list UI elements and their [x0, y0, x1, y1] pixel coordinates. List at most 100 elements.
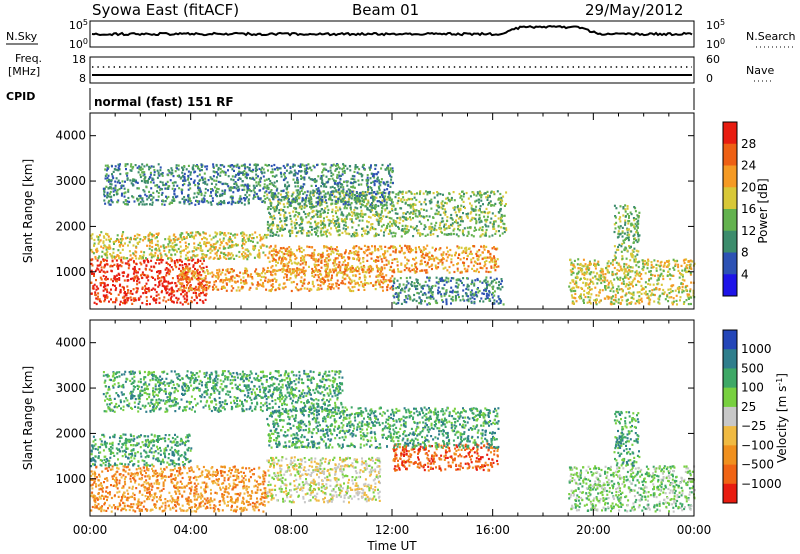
- echo-cell: [96, 259, 99, 262]
- echo-cell: [378, 217, 381, 220]
- echo-cell: [237, 172, 239, 175]
- echo-cell: [276, 166, 279, 169]
- echo-cell: [266, 187, 269, 190]
- echo-cell: [501, 285, 504, 289]
- echo-cell: [196, 254, 199, 257]
- echo-cell: [418, 213, 421, 216]
- echo-cell: [134, 254, 137, 257]
- echo-cell: [249, 253, 252, 256]
- echo-cell: [420, 203, 423, 206]
- echo-cell: [406, 211, 409, 214]
- echo-cell: [104, 168, 107, 171]
- echo-cell: [268, 225, 271, 228]
- echo-cell: [243, 255, 245, 258]
- echo-cell: [266, 196, 269, 199]
- echo-cell: [268, 164, 270, 167]
- echo-cell: [329, 286, 332, 289]
- echo-cell: [126, 200, 129, 203]
- echo-cell: [309, 192, 312, 195]
- echo-cell: [282, 252, 285, 255]
- echo-cell: [461, 198, 464, 201]
- echo-cell: [419, 232, 421, 235]
- echo-cell: [277, 224, 280, 227]
- echo-cell: [102, 247, 105, 250]
- echo-cell: [132, 297, 135, 300]
- echo-cell: [149, 181, 152, 184]
- echo-cell: [290, 220, 293, 223]
- echo-cell: [157, 270, 160, 273]
- echo-cell: [246, 189, 249, 192]
- echo-cell: [393, 296, 396, 299]
- echo-cell: [336, 252, 339, 255]
- echo-cell: [195, 199, 197, 202]
- echo-cell: [316, 270, 319, 273]
- echo-cell: [132, 272, 135, 275]
- echo-cell: [426, 193, 429, 196]
- echo-cell: [155, 294, 158, 297]
- echo-cell: [201, 300, 204, 303]
- echo-cell: [287, 198, 290, 201]
- echo-cell: [245, 177, 248, 180]
- echo-cell: [146, 198, 149, 201]
- echo-cell: [347, 286, 350, 289]
- echo-cell: [324, 200, 326, 204]
- echo-cell: [358, 277, 361, 281]
- echo-cell: [390, 199, 393, 202]
- echo-cell: [240, 184, 243, 187]
- echo-cell: [276, 269, 279, 272]
- echo-cell: [183, 178, 186, 181]
- echo-cell: [407, 289, 410, 292]
- echo-cell: [250, 169, 253, 173]
- echo-cell: [152, 265, 155, 268]
- echo-cell: [157, 199, 160, 202]
- echo-cell: [170, 266, 173, 269]
- echo-cell: [299, 163, 302, 166]
- echo-cell: [160, 261, 163, 264]
- echo-cell: [193, 242, 196, 245]
- echo-cell: [243, 282, 246, 285]
- echo-cell: [471, 296, 474, 299]
- echo-cell: [378, 200, 381, 203]
- echo-cell: [323, 209, 326, 212]
- echo-cell: [256, 254, 259, 257]
- echo-cell: [121, 184, 123, 187]
- echo-cell: [379, 274, 382, 277]
- echo-cell: [203, 259, 205, 262]
- echo-cell: [113, 255, 116, 258]
- echo-cell: [229, 236, 231, 239]
- echo-cell: [360, 209, 363, 212]
- echo-cell: [198, 293, 201, 296]
- echo-cell: [93, 238, 96, 242]
- echo-cell: [489, 276, 492, 279]
- echo-cell: [148, 238, 150, 241]
- echo-cell: [151, 245, 154, 249]
- echo-cell: [390, 175, 393, 179]
- echo-cell: [342, 166, 345, 170]
- echo-cell: [448, 253, 451, 257]
- echo-cell: [310, 256, 313, 259]
- echo-cell: [441, 299, 444, 302]
- echo-cell: [202, 258, 205, 261]
- echo-cell: [199, 234, 202, 237]
- echo-cell: [444, 210, 447, 213]
- echo-cell: [456, 267, 459, 270]
- echo-cell: [217, 168, 220, 171]
- echo-cell: [243, 243, 246, 246]
- echo-cell: [408, 267, 411, 270]
- echo-cell: [351, 190, 354, 193]
- echo-cell: [440, 206, 443, 209]
- echo-cell: [325, 260, 328, 263]
- echo-cell: [120, 186, 123, 190]
- echo-cell: [298, 247, 301, 251]
- echo-cell: [342, 227, 345, 230]
- echo-cell: [267, 256, 270, 259]
- echo-cell: [139, 196, 142, 200]
- echo-cell: [202, 291, 205, 294]
- echo-cell: [241, 238, 244, 241]
- echo-cell: [443, 294, 446, 297]
- echo-cell: [308, 245, 311, 249]
- echo-cell: [492, 221, 495, 224]
- echo-cell: [387, 192, 390, 195]
- echo-cell: [351, 286, 354, 289]
- echo-cell: [135, 274, 138, 277]
